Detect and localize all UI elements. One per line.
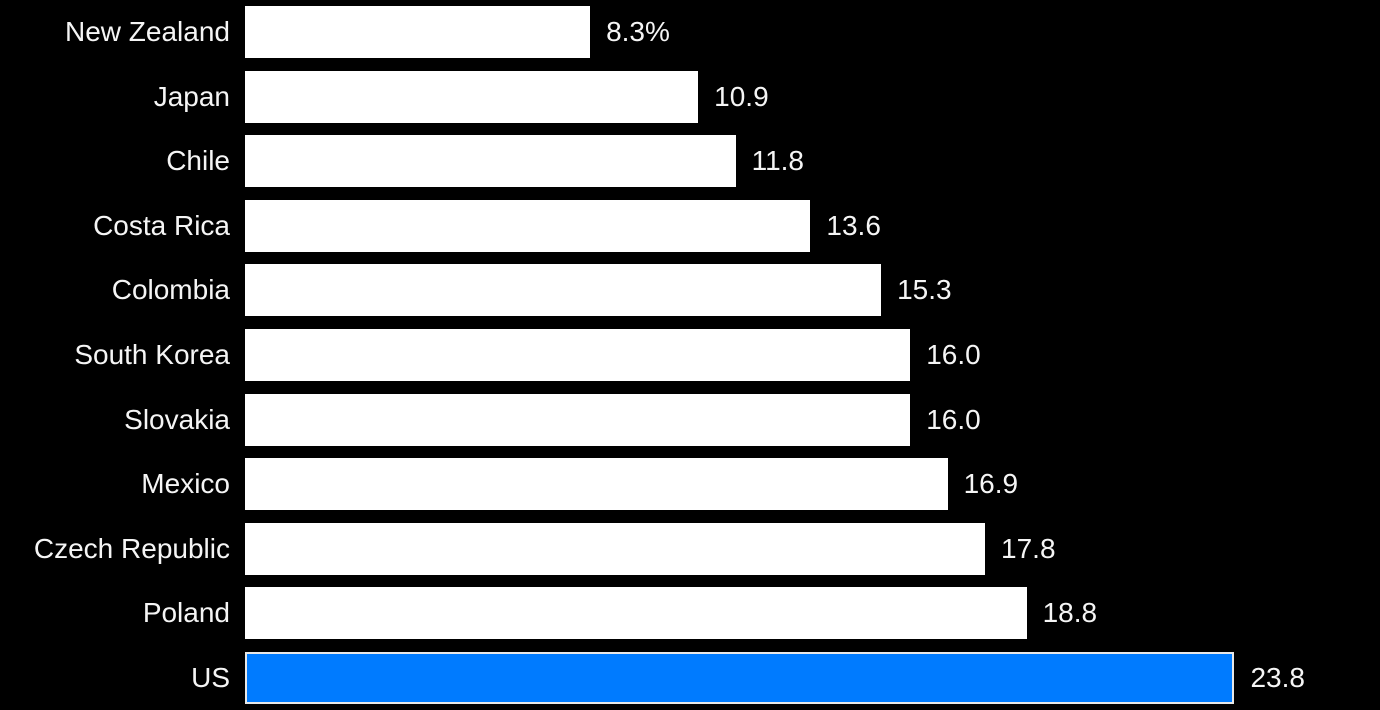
chart-row: Slovakia 16.0 [0,387,1380,452]
chart-row: Costa Rica 13.6 [0,194,1380,259]
bar-area: 23.8 [245,651,1380,704]
value-label: 13.6 [826,209,881,241]
chart-row: Chile 11.8 [0,129,1380,194]
category-label: Costa Rica [93,209,230,241]
category-label: Mexico [141,468,230,500]
category-label: Chile [166,145,230,177]
chart-row: Japan 10.9 [0,65,1380,130]
value-label: 18.8 [1042,597,1098,629]
bar-area: 8.3% [245,6,1380,59]
value-label: 16.0 [926,403,981,435]
value-label: 17.8 [1001,532,1056,564]
category-label: Japan [153,80,230,112]
bar [245,393,911,446]
bar [245,458,948,511]
bar [245,70,699,123]
bar [245,587,1027,640]
value-label: 16.9 [963,468,1019,500]
value-label: 10.9 [714,80,769,112]
bar [245,329,911,381]
value-label: 8.3% [606,16,670,48]
bar-area: 11.8 [245,135,1380,188]
chart-row: Poland 18.8 [0,581,1380,646]
bar-area: 16.0 [245,393,1380,446]
bar-area: 16.0 [245,329,1380,381]
bar [245,135,736,188]
bar-area: 17.8 [245,522,1380,575]
value-label: 11.8 [751,145,804,177]
bar-area: 15.3 [245,264,1380,317]
bar-area: 13.6 [245,199,1380,252]
category-label: New Zealand [65,16,230,48]
chart-row: Czech Republic 17.8 [0,516,1380,581]
category-label: US [191,661,230,693]
bar [245,199,811,252]
category-label: South Korea [74,339,230,370]
chart-row: Mexico 16.9 [0,452,1380,517]
category-label: Colombia [111,274,230,306]
bar [245,264,882,317]
bar-area: 16.9 [245,458,1380,511]
bar-highlighted [245,651,1235,704]
category-label: Poland [142,597,230,629]
chart-row: Colombia 15.3 [0,258,1380,323]
chart-row: US 23.8 [0,645,1380,710]
bar-area: 10.9 [245,70,1380,123]
chart-row: New Zealand 8.3% [0,0,1380,65]
value-label: 23.8 [1250,661,1305,693]
category-label: Czech Republic [33,532,230,564]
value-label: 15.3 [897,274,952,306]
bar-area: 18.8 [245,587,1380,640]
category-label: Slovakia [124,403,230,435]
bar [245,6,591,59]
value-label: 16.0 [926,339,981,370]
bar [245,522,986,575]
chart-row: South Korea 16.0 [0,323,1380,388]
